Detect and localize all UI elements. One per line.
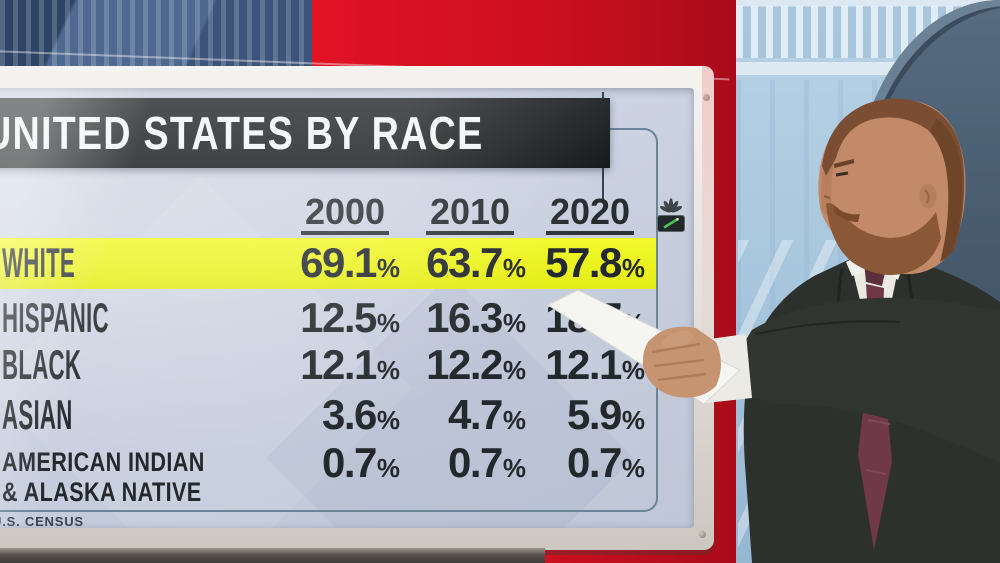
row-label: ASIAN: [2, 391, 73, 438]
value-cell: 12.2%: [426, 341, 526, 388]
value-cell: 4.7%: [447, 391, 526, 438]
value-cell: 57.8%: [545, 239, 645, 286]
value-cell: 63.7%: [426, 239, 526, 286]
column-header-2010: 2010: [429, 191, 511, 232]
presenter-hand: [642, 326, 721, 398]
row-label: WHITE: [2, 239, 76, 286]
title-bar: UNITED STATES BY RACE: [0, 98, 610, 168]
beard: [826, 202, 941, 275]
row-label: HISPANIC: [2, 294, 109, 341]
value-cell: 3.6%: [321, 391, 400, 438]
presenter-head: [818, 98, 966, 275]
value-cell: 16.3%: [426, 294, 526, 341]
value-cell: 0.7%: [447, 439, 526, 486]
table-row-asian: ASIAN 3.6% 4.7% 5.9%: [0, 390, 662, 440]
source-credit: U.S. CENSUS: [0, 514, 84, 528]
eye: [835, 171, 849, 177]
page-title: UNITED STATES BY RACE: [0, 107, 484, 159]
column-header-2000: 2000: [304, 191, 386, 232]
network-branding: [656, 194, 688, 236]
column-underline: [546, 231, 634, 235]
table-row-white: WHITE 69.1% 63.7% 57.8%: [0, 238, 662, 288]
table-row-black: BLACK 12.1% 12.2% 12.1%: [0, 340, 662, 390]
value-cell: 0.7%: [321, 439, 400, 486]
highlight-band: [0, 238, 656, 289]
column-underline: [426, 231, 514, 235]
bezel-screw: [699, 531, 706, 538]
floor-shadow: [0, 548, 545, 563]
value-cell: 12.1%: [545, 341, 645, 388]
value-cell: 12.1%: [300, 341, 400, 388]
column-underline: [301, 231, 389, 235]
row-label: BLACK: [2, 341, 82, 388]
tie: [858, 284, 892, 550]
eyebrow: [833, 159, 855, 168]
green-slash-badge-icon: [657, 215, 685, 232]
table-row-american-indian-alaska-native: AMERICAN INDIAN & ALASKA NATIVE 0.7% 0.7…: [0, 438, 662, 510]
column-header-2020: 2020: [549, 191, 631, 232]
value-cell: 0.7%: [566, 439, 645, 486]
row-label: AMERICAN INDIAN & ALASKA NATIVE: [2, 447, 205, 507]
nbc-peacock-icon: [659, 198, 683, 213]
value-cell: 12.5%: [300, 294, 400, 341]
value-cell: 5.9%: [566, 391, 645, 438]
value-cell: 69.1%: [300, 239, 400, 286]
presenter: [546, 98, 1000, 563]
